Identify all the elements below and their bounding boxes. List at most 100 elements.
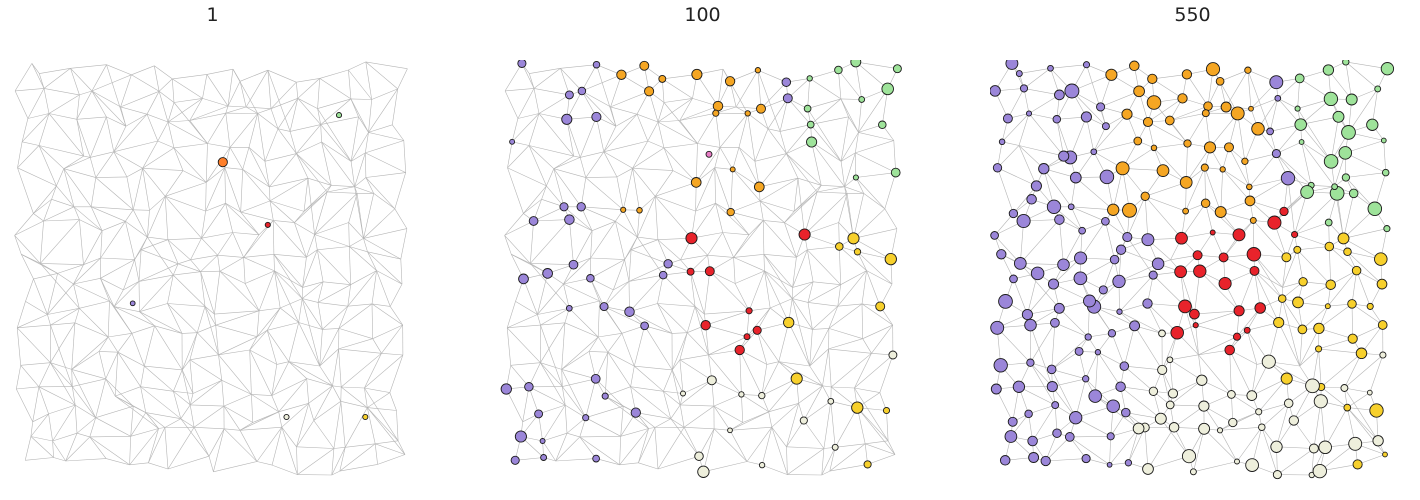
network-edge bbox=[861, 303, 893, 326]
network-edge bbox=[376, 270, 391, 307]
network-node bbox=[362, 413, 369, 421]
network-edge bbox=[306, 249, 318, 258]
network-edge bbox=[206, 167, 225, 183]
network-edge bbox=[747, 113, 756, 162]
network-edge bbox=[1249, 153, 1277, 188]
network-edge bbox=[132, 168, 143, 210]
network-edge bbox=[1078, 351, 1086, 379]
network-edge bbox=[821, 447, 836, 476]
network-node bbox=[1269, 75, 1284, 90]
network-edge bbox=[1128, 427, 1146, 463]
network-edge bbox=[542, 404, 566, 442]
network-edge bbox=[350, 98, 372, 100]
network-edge bbox=[394, 172, 406, 209]
network-edge bbox=[738, 113, 748, 148]
network-edge bbox=[142, 147, 175, 169]
network-edge bbox=[707, 254, 734, 258]
network-node bbox=[1324, 218, 1333, 227]
network-edge bbox=[811, 141, 842, 162]
network-edge bbox=[140, 236, 148, 250]
network-edge bbox=[227, 81, 241, 107]
network-edge bbox=[317, 78, 320, 109]
network-edge bbox=[858, 99, 862, 133]
network-edge bbox=[771, 427, 788, 475]
network-edge bbox=[1343, 193, 1354, 239]
network-edge bbox=[630, 366, 635, 387]
network-edge bbox=[759, 153, 787, 188]
network-edge bbox=[684, 427, 715, 430]
network-edge bbox=[296, 124, 321, 154]
network-node bbox=[590, 373, 601, 384]
network-edge bbox=[294, 222, 315, 235]
network-edge bbox=[301, 298, 320, 367]
network-node bbox=[998, 294, 1013, 309]
network-edge bbox=[804, 193, 848, 235]
network-edge bbox=[1020, 263, 1060, 309]
network-edge bbox=[1020, 263, 1064, 265]
network-edge bbox=[507, 314, 538, 329]
network-node bbox=[1366, 302, 1374, 310]
network-edge bbox=[657, 275, 664, 304]
network-edge bbox=[1209, 113, 1238, 148]
network-node bbox=[1054, 89, 1065, 101]
network-edge bbox=[345, 443, 376, 448]
network-edge bbox=[348, 222, 364, 239]
network-edge bbox=[364, 387, 368, 408]
network-edge bbox=[838, 193, 848, 223]
network-edge bbox=[164, 196, 202, 239]
network-edge bbox=[76, 94, 80, 120]
network-edge bbox=[663, 147, 697, 183]
network-edge bbox=[113, 140, 158, 153]
network-edge bbox=[504, 220, 534, 236]
network-edge bbox=[217, 254, 244, 258]
network-edge bbox=[1294, 193, 1338, 235]
network-edge bbox=[585, 378, 596, 418]
network-edge bbox=[561, 369, 596, 380]
network-edge bbox=[113, 126, 127, 152]
network-edge bbox=[218, 354, 252, 395]
network-edge bbox=[138, 281, 140, 312]
network-edge bbox=[695, 167, 716, 212]
network-node bbox=[1345, 93, 1358, 106]
network-edge bbox=[277, 128, 291, 132]
network-edge bbox=[1343, 228, 1387, 239]
network-edge bbox=[1186, 74, 1209, 107]
network-edge bbox=[1043, 168, 1072, 207]
network-edge bbox=[1282, 249, 1298, 288]
network-edge bbox=[1347, 407, 1379, 442]
network-edge bbox=[257, 113, 266, 162]
network-edge bbox=[810, 98, 842, 125]
network-edge bbox=[810, 124, 842, 162]
network-edge bbox=[117, 352, 141, 387]
network-edge bbox=[704, 310, 750, 315]
network-edge bbox=[189, 120, 208, 144]
network-edge bbox=[591, 221, 616, 231]
network-edge bbox=[33, 278, 48, 315]
network-edge bbox=[356, 193, 364, 239]
network-edge bbox=[1274, 191, 1308, 223]
network-edge bbox=[735, 70, 759, 108]
network-edge bbox=[857, 407, 889, 442]
network-edge bbox=[733, 257, 736, 284]
network-edge bbox=[25, 301, 48, 315]
network-edge bbox=[189, 393, 194, 405]
network-edge bbox=[542, 432, 568, 442]
network-node bbox=[1280, 171, 1296, 186]
network-edge bbox=[189, 98, 203, 121]
network-edge bbox=[76, 417, 96, 434]
network-node bbox=[1203, 141, 1217, 154]
network-edge bbox=[840, 161, 845, 187]
network-edge bbox=[317, 302, 323, 330]
network-edge bbox=[590, 278, 614, 291]
network-edge bbox=[367, 251, 401, 260]
network-edge bbox=[629, 274, 664, 312]
network-edge bbox=[381, 353, 403, 356]
network-edge bbox=[20, 362, 51, 366]
network-edge bbox=[504, 235, 531, 264]
network-node bbox=[704, 266, 715, 277]
network-node bbox=[851, 401, 864, 414]
network-edge bbox=[596, 458, 620, 466]
network-edge bbox=[506, 301, 516, 328]
network-edge bbox=[22, 141, 40, 146]
network-node bbox=[1025, 110, 1033, 117]
